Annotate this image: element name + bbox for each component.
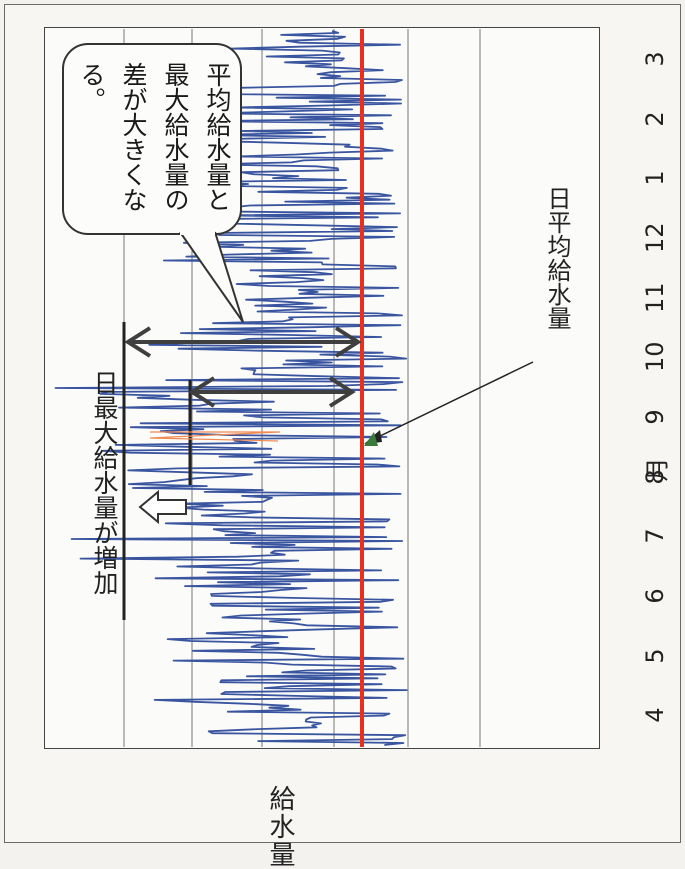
chart-svg [54, 29, 534, 747]
bubble-tail [179, 231, 244, 323]
series-group [54, 29, 408, 747]
pointer-marker [364, 432, 378, 446]
max-increase-label: 日最大給水量が増加 [90, 370, 119, 595]
bubble-text: 平均給水量と最大給水量の差が大きくなる。 [77, 62, 232, 212]
callout-bubble [62, 43, 242, 235]
y-axis-label: 給水量 [265, 785, 295, 869]
annotation-graphics [122, 322, 534, 620]
x-tick-label: 6 [641, 588, 669, 604]
double-arrow-lower-head-right [328, 376, 356, 408]
pointer-line [375, 361, 534, 439]
double-arrow-upper-head-right [334, 326, 362, 358]
x-tick-label: 2 [641, 110, 669, 127]
hollow-arrow [138, 489, 187, 525]
daily-supply-series [54, 30, 408, 746]
x-tick-label: 1 [641, 170, 669, 186]
x-tick-label: 7 [641, 528, 669, 544]
x-tick-label: 4 [641, 707, 669, 723]
x-tick-label: 10 [641, 341, 669, 373]
x-axis-unit: 月 [643, 457, 672, 482]
x-tick-label: 3 [641, 51, 669, 67]
double-arrow-upper-head-left [124, 326, 152, 358]
x-tick-label: 9 [641, 409, 669, 425]
average-line-label: 日平均給水量 [543, 186, 571, 330]
x-tick-label: 12 [641, 222, 669, 253]
orange-spike [149, 431, 281, 442]
double-arrow-lower-head-left [188, 376, 216, 408]
x-tick-label: 11 [641, 281, 669, 313]
x-tick-label: 5 [641, 647, 669, 664]
